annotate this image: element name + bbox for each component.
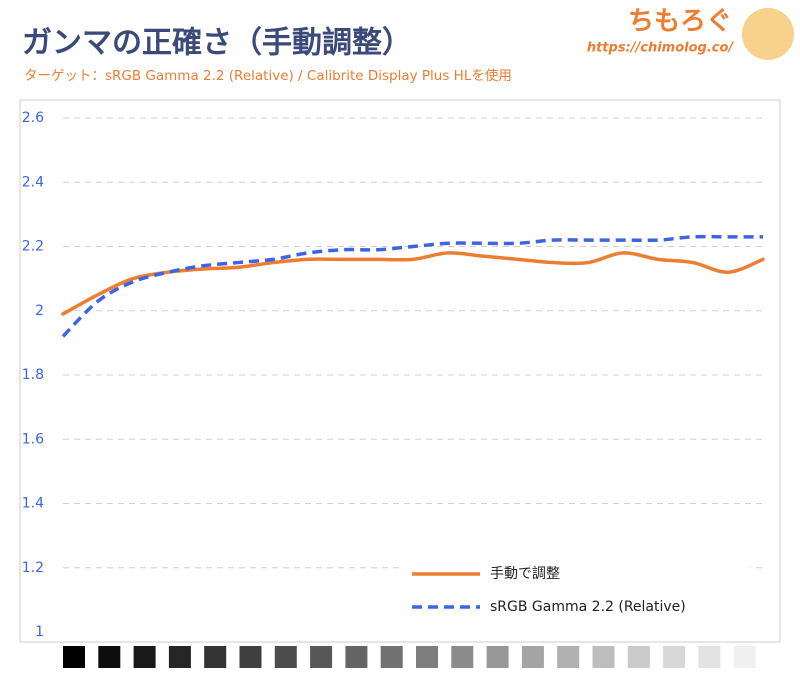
gray-swatch	[310, 646, 333, 668]
chart-subtitle: ターゲット：sRGB Gamma 2.2 (Relative) / Calibr…	[24, 67, 512, 84]
gray-swatch	[698, 646, 721, 668]
legend-label: sRGB Gamma 2.2 (Relative)	[490, 599, 686, 615]
plot-frame	[19, 99, 781, 643]
gray-swatch	[133, 646, 156, 668]
chart-title: ガンマの正確さ（手動調整）	[22, 26, 412, 61]
gray-swatch	[733, 646, 756, 668]
gray-swatch	[98, 646, 121, 668]
logo: ちもろぐ	[628, 7, 732, 37]
gray-swatch	[380, 646, 403, 668]
y-tick-label: 2.6	[22, 110, 44, 126]
legend-label: 手動で調整	[490, 566, 560, 582]
legend-box	[400, 555, 750, 630]
gray-swatch	[168, 646, 191, 668]
gray-swatch	[204, 646, 227, 668]
gray-swatch	[521, 646, 544, 668]
gray-swatch	[663, 646, 686, 668]
y-tick-label: 2.4	[22, 174, 44, 190]
series-line	[61, 234, 763, 338]
y-tick-label: 1.8	[22, 367, 44, 383]
gray-swatch	[486, 646, 509, 668]
gray-swatch	[416, 646, 438, 668]
y-tick-label: 1.2	[22, 560, 44, 576]
gray-swatch	[451, 646, 474, 668]
y-tick-label: 1.6	[22, 431, 44, 447]
logo-url: https://chimolog.co/	[587, 41, 735, 56]
gray-swatch	[557, 646, 580, 668]
gray-swatch	[239, 646, 262, 668]
gray-swatch	[345, 646, 368, 668]
y-tick-label: 1	[35, 624, 44, 640]
y-tick-label: 2.2	[22, 239, 44, 255]
gray-swatch	[274, 646, 297, 668]
mascot	[742, 8, 794, 60]
gray-swatch	[592, 646, 615, 668]
gray-swatch	[627, 646, 650, 668]
y-tick-label: 2	[35, 303, 44, 319]
y-tick-label: 1.4	[22, 496, 44, 512]
gray-swatch	[63, 646, 85, 668]
